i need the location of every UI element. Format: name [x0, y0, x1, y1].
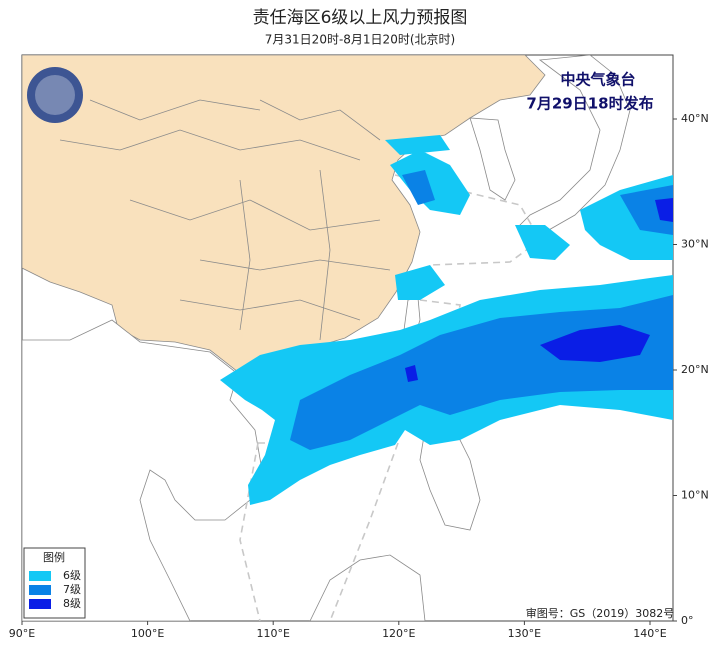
- lon-label: 110°E: [256, 627, 289, 640]
- legend-label: 7级: [63, 583, 81, 596]
- lon-label: 140°E: [633, 627, 666, 640]
- issuer-name: 中央气象台: [560, 71, 635, 89]
- lat-label: 10°N: [681, 489, 709, 502]
- province-borders: [59, 99, 391, 341]
- lon-label: 100°E: [131, 627, 164, 640]
- wind-area: [385, 135, 673, 300]
- map-frame: [21, 54, 674, 622]
- legend-title: 图例: [43, 550, 65, 564]
- lat-label: 0°: [681, 614, 694, 627]
- logo: [27, 67, 83, 123]
- legend-swatch: [29, 585, 51, 595]
- lat-label: 20°N: [681, 363, 709, 376]
- wind-area: [290, 170, 673, 450]
- legend-label: 6级: [63, 569, 81, 582]
- legend-swatch: [29, 599, 51, 609]
- review-number: 审图号：GS（2019）3082号: [526, 606, 675, 620]
- lon-label: 130°E: [508, 627, 541, 640]
- subtitle: 7月31日20时-8月1日20时(北京时): [265, 33, 455, 47]
- lon-label: 120°E: [382, 627, 415, 640]
- title: 责任海区6级以上风力预报图: [253, 8, 468, 28]
- lat-label: 30°N: [681, 238, 709, 251]
- wind-area: [405, 198, 673, 382]
- borneo: [309, 554, 426, 621]
- legend-swatch: [29, 571, 51, 581]
- wind-areas: [220, 135, 673, 505]
- china-land: [22, 55, 546, 373]
- lat-label: 40°N: [681, 112, 709, 125]
- legend-label: 8级: [63, 597, 81, 610]
- indochina: [22, 319, 263, 621]
- issue-time: 7月29日18时发布: [526, 95, 653, 113]
- lon-label: 90°E: [9, 627, 35, 640]
